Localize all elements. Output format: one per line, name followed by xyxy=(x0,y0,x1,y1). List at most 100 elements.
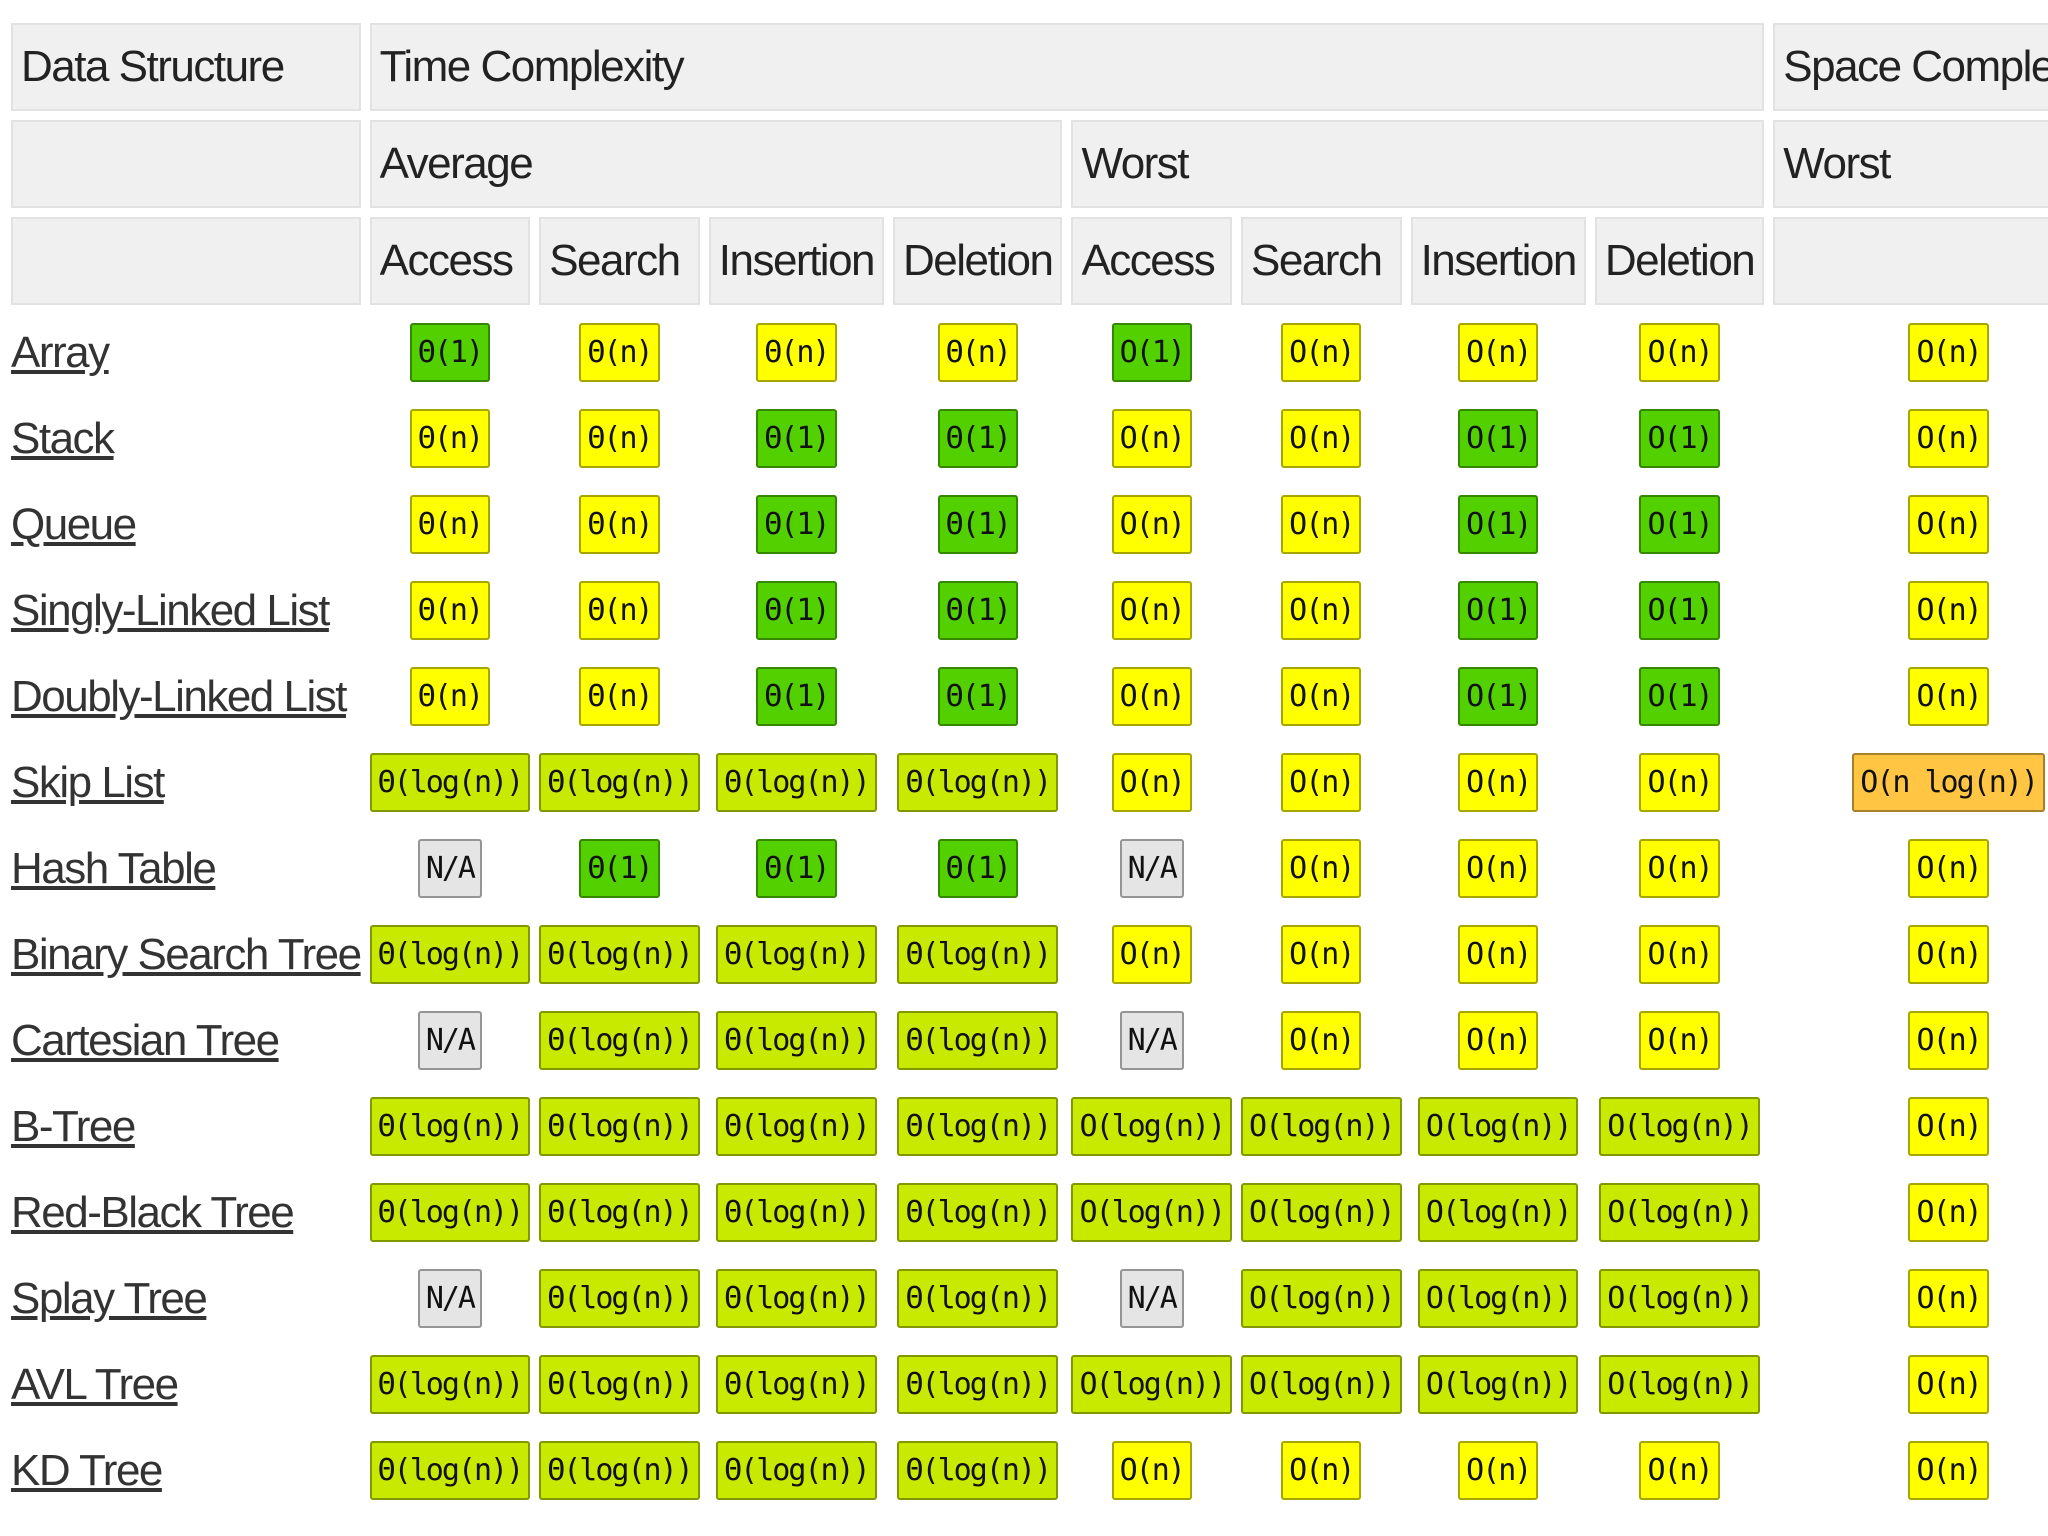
structure-link[interactable]: Cartesian Tree xyxy=(11,1015,280,1065)
complexity-cell: O(n) xyxy=(1241,830,1402,907)
table-row: Stack Θ(n) Θ(n) Θ(1) Θ(1) O(n) O(n) O(1) O(1) O(n… xyxy=(11,400,2048,477)
complexity-badge: O(n) xyxy=(1281,753,1362,812)
structure-link[interactable]: Binary Search Tree xyxy=(11,929,362,979)
complexity-cell: Θ(log(n)) xyxy=(369,916,531,993)
complexity-cell: Θ(n) xyxy=(370,400,531,477)
structure-link[interactable]: KD Tree xyxy=(11,1445,163,1495)
complexity-badge: Θ(log(n)) xyxy=(369,1097,531,1156)
complexity-badge: Θ(1) xyxy=(579,839,660,898)
complexity-cell: O(log(n)) xyxy=(1595,1260,1764,1337)
complexity-badge: N/A xyxy=(417,1269,482,1328)
complexity-badge: Θ(log(n)) xyxy=(897,1011,1059,1070)
complexity-badge: Θ(log(n)) xyxy=(369,1183,531,1242)
complexity-cell: Θ(log(n)) xyxy=(709,1002,884,1079)
structure-link[interactable]: Doubly-Linked List xyxy=(11,671,347,721)
operation-header: Insertion xyxy=(708,217,885,305)
complexity-badge: O(n) xyxy=(1908,1441,1989,1500)
complexity-badge: O(log(n)) xyxy=(1241,1269,1402,1328)
complexity-badge: Θ(log(n)) xyxy=(369,753,531,812)
complexity-badge: Θ(log(n)) xyxy=(716,1097,877,1156)
complexity-cell: O(log(n)) xyxy=(1241,1088,1402,1165)
structure-cell: Singly-Linked List xyxy=(11,572,361,649)
complexity-cell: O(n) xyxy=(1241,658,1402,735)
structure-link[interactable]: Stack xyxy=(11,413,115,463)
table-row: AVL Tree Θ(log(n)) Θ(log(n)) Θ(log(n)) Θ(log… xyxy=(11,1346,2048,1423)
complexity-cell: O(1) xyxy=(1595,572,1764,649)
complexity-cell: O(log(n)) xyxy=(1071,1174,1233,1251)
complexity-cell: Θ(1) xyxy=(709,400,884,477)
complexity-cell: Θ(log(n)) xyxy=(369,1174,531,1251)
structure-cell: AVL Tree xyxy=(11,1346,361,1423)
table-row: Splay Tree N/A Θ(log(n)) Θ(log(n)) Θ(log(n))… xyxy=(11,1260,2048,1337)
structure-link[interactable]: Hash Table xyxy=(11,843,217,893)
complexity-badge: O(n) xyxy=(1639,753,1720,812)
structure-link[interactable]: Singly-Linked List xyxy=(11,585,330,635)
complexity-badge: Θ(n) xyxy=(409,581,491,640)
complexity-badge: Θ(log(n)) xyxy=(539,1441,700,1500)
complexity-badge: O(n) xyxy=(1281,1011,1362,1070)
complexity-badge: Θ(log(n)) xyxy=(716,1183,877,1242)
complexity-badge: O(n) xyxy=(1908,323,1989,382)
structure-link[interactable]: Splay Tree xyxy=(11,1273,208,1323)
structure-cell: Array xyxy=(11,314,361,391)
structure-link[interactable]: Array xyxy=(11,327,110,377)
complexity-badge: O(log(n)) xyxy=(1599,1183,1760,1242)
complexity-badge: Θ(n) xyxy=(579,409,660,468)
complexity-badge: Θ(1) xyxy=(937,409,1018,468)
complexity-cell: Θ(1) xyxy=(709,830,884,907)
complexity-cell: O(log(n)) xyxy=(1595,1346,1764,1423)
structure-link[interactable]: Skip List xyxy=(11,757,165,807)
complexity-badge: Θ(log(n)) xyxy=(897,1183,1059,1242)
table-row: Singly-Linked List Θ(n) Θ(n) Θ(1) Θ(1) O(n) O(… xyxy=(11,572,2048,649)
complexity-badge: O(n) xyxy=(1908,667,1989,726)
complexity-cell: O(n log(n)) xyxy=(1773,744,2048,821)
complexity-cell: N/A xyxy=(1071,830,1232,907)
structure-link[interactable]: AVL Tree xyxy=(11,1359,179,1409)
complexity-cell: O(n) xyxy=(1241,1002,1402,1079)
complexity-cell: O(n) xyxy=(1595,1432,1764,1509)
complexity-badge: Θ(1) xyxy=(937,667,1018,726)
complexity-cell: Θ(n) xyxy=(370,486,531,563)
structure-link[interactable]: B-Tree xyxy=(11,1101,136,1151)
complexity-badge: O(log(n)) xyxy=(1599,1269,1760,1328)
complexity-cell: Θ(log(n)) xyxy=(539,1002,700,1079)
complexity-cell: O(n) xyxy=(1241,744,1402,821)
complexity-cell: O(1) xyxy=(1411,486,1586,563)
complexity-badge: Θ(log(n)) xyxy=(369,1441,531,1500)
complexity-badge: O(n) xyxy=(1281,1441,1362,1500)
complexity-badge: O(log(n)) xyxy=(1599,1097,1760,1156)
complexity-badge: O(n) xyxy=(1111,495,1192,554)
complexity-badge: Θ(n) xyxy=(409,409,491,468)
complexity-cell: Θ(log(n)) xyxy=(539,1088,700,1165)
complexity-badge: O(n) xyxy=(1281,409,1362,468)
structure-cell: Skip List xyxy=(11,744,361,821)
complexity-badge: O(n) xyxy=(1281,667,1362,726)
complexity-cell: O(log(n)) xyxy=(1595,1174,1764,1251)
complexity-badge: O(1) xyxy=(1458,409,1539,468)
table-row: Doubly-Linked List Θ(n) Θ(n) Θ(1) Θ(1) O(n) O(… xyxy=(11,658,2048,735)
complexity-badge: O(1) xyxy=(1639,409,1720,468)
structure-link[interactable]: Red-Black Tree xyxy=(11,1187,295,1237)
table-row: Hash Table N/A Θ(1) Θ(1) Θ(1) N/A O(n) O(n) O(n)… xyxy=(11,830,2048,907)
complexity-cell: Θ(log(n)) xyxy=(369,1432,531,1509)
complexity-badge: O(log(n)) xyxy=(1071,1097,1233,1156)
structure-cell: Hash Table xyxy=(11,830,361,907)
complexity-badge: Θ(log(n)) xyxy=(539,1097,700,1156)
complexity-badge: O(1) xyxy=(1111,323,1192,382)
complexity-cell: Θ(log(n)) xyxy=(709,744,884,821)
complexity-cell: N/A xyxy=(370,1002,531,1079)
complexity-badge: Θ(1) xyxy=(756,667,837,726)
complexity-badge: O(1) xyxy=(1458,667,1539,726)
complexity-cell: O(log(n)) xyxy=(1411,1346,1586,1423)
complexity-cell: Θ(1) xyxy=(893,658,1062,735)
complexity-cell: O(n) xyxy=(1773,1432,2048,1509)
complexity-badge: Θ(n) xyxy=(409,667,491,726)
complexity-cell: Θ(1) xyxy=(370,314,531,391)
complexity-cell: Θ(n) xyxy=(539,314,700,391)
complexity-badge: Θ(1) xyxy=(756,409,837,468)
operation-header: Deletion xyxy=(893,217,1063,305)
structure-link[interactable]: Queue xyxy=(11,499,137,549)
complexity-cell: O(1) xyxy=(1411,658,1586,735)
complexity-cell: Θ(log(n)) xyxy=(539,916,700,993)
header-cell: Worst xyxy=(1773,120,2048,208)
